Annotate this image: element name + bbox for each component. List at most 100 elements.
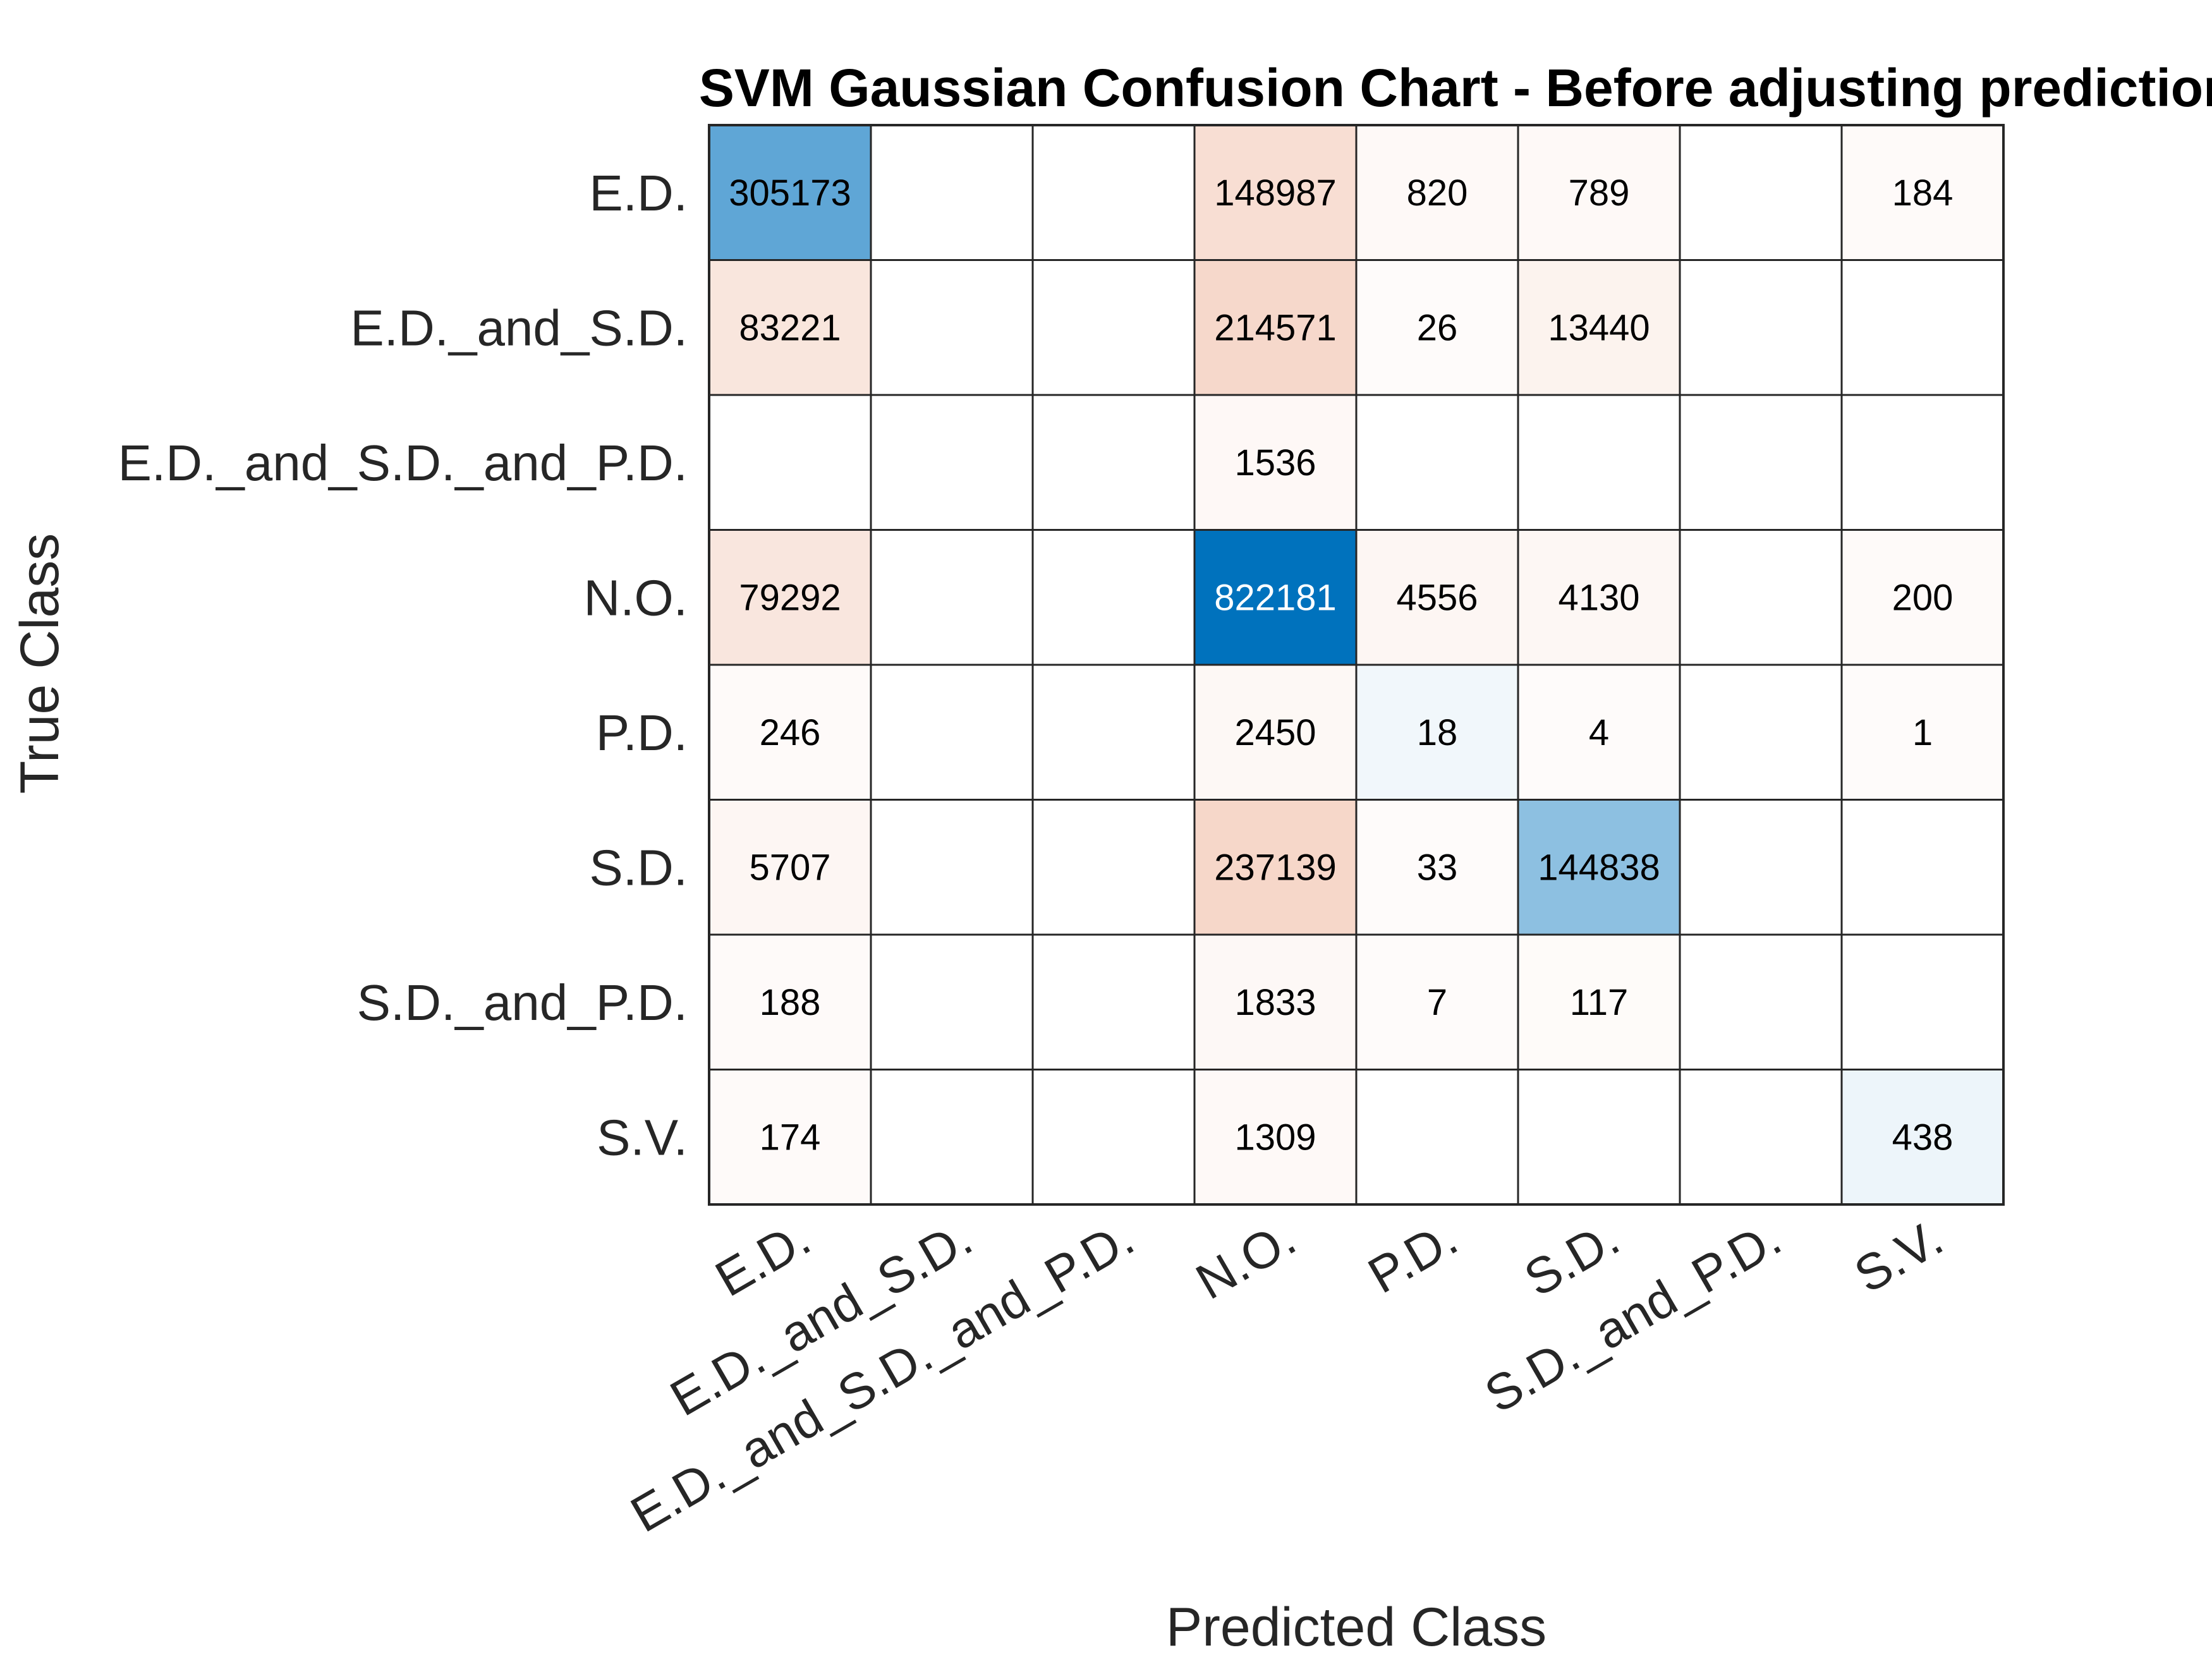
- cell-rect: [708, 259, 872, 396]
- matrix-cell: 438: [1840, 1069, 2005, 1206]
- cell-rect: [870, 1069, 1034, 1206]
- cell-rect: [1031, 394, 1196, 531]
- matrix-cell: [1679, 259, 1843, 396]
- cell-value-label: 33: [1417, 847, 1458, 888]
- chart-title: SVM Gaussian Confusion Chart - Before ad…: [699, 58, 2212, 118]
- cell-value-label: 214571: [1214, 307, 1337, 348]
- cell-rect: [1193, 799, 1358, 936]
- true-class-tick-label: E.D.: [589, 165, 688, 221]
- cell-value-label: 1309: [1234, 1117, 1316, 1158]
- cell-value-label: 5707: [749, 847, 830, 888]
- cell-value-label: 237139: [1214, 847, 1337, 888]
- cell-value-label: 188: [760, 982, 821, 1023]
- matrix-cell: [870, 933, 1034, 1071]
- cell-value-label: 144838: [1538, 847, 1660, 888]
- matrix-cell: [1031, 799, 1196, 936]
- cell-rect: [1840, 1069, 2005, 1206]
- cell-value-label: 4: [1589, 712, 1609, 753]
- cell-rect: [1840, 664, 2005, 801]
- predicted-class-tick-label: S.V.: [1845, 1210, 1952, 1304]
- cell-rect: [870, 124, 1034, 261]
- true-class-tick-label: S.V.: [597, 1109, 688, 1165]
- cell-value-label: 13440: [1548, 307, 1650, 348]
- matrix-cell: 4130: [1517, 529, 1681, 666]
- matrix-cell: 822181: [1193, 529, 1358, 666]
- matrix-cell: [870, 799, 1034, 936]
- cell-rect: [1679, 259, 1843, 396]
- matrix-cell: [1679, 394, 1843, 531]
- matrix-cell: 83221: [708, 259, 872, 396]
- cell-rect: [1517, 529, 1681, 666]
- cell-rect: [1031, 799, 1196, 936]
- true-class-tick-label: E.D._and_S.D._and_P.D.: [118, 435, 688, 491]
- matrix-cell: 4: [1517, 664, 1681, 801]
- predicted-class-tick-label: S.D._and_P.D.: [1476, 1210, 1790, 1424]
- matrix-cell: 144838: [1517, 799, 1681, 936]
- matrix-cell: [870, 529, 1034, 666]
- matrix-cell: [1031, 664, 1196, 801]
- cell-rect: [1840, 124, 2005, 261]
- matrix-cell: [1840, 259, 2005, 396]
- matrix-cell: 184: [1840, 124, 2005, 261]
- cell-rect: [1355, 933, 1519, 1071]
- cell-value-label: 83221: [739, 307, 841, 348]
- matrix-cell: [1031, 394, 1196, 531]
- matrix-cell: 237139: [1193, 799, 1358, 936]
- cell-rect: [708, 933, 872, 1071]
- cell-rect: [1355, 259, 1519, 396]
- cell-rect: [1840, 394, 2005, 531]
- true-class-tick-labels: E.D. E.D._and_S.D. E.D._and_S.D._and_P.D. N…: [118, 165, 688, 1166]
- matrix-cell: 305173: [708, 124, 872, 261]
- matrix-cell: [1031, 1069, 1196, 1206]
- matrix-cell: [1031, 529, 1196, 666]
- cell-rect: [1840, 933, 2005, 1071]
- cell-value-label: 822181: [1214, 577, 1337, 618]
- matrix-cell: [870, 1069, 1034, 1206]
- matrix-cell: 18: [1355, 664, 1519, 801]
- predicted-class-tick-label: S.D.: [1515, 1210, 1628, 1307]
- predicted-class-tick-label: E.D.: [706, 1210, 819, 1307]
- matrix-cell: 1: [1840, 664, 2005, 801]
- cell-rect: [1031, 664, 1196, 801]
- matrix-frame: [708, 124, 2005, 1206]
- matrix-cell: [1355, 394, 1519, 531]
- cell-rect: [1355, 394, 1519, 531]
- matrix-cell: [1517, 1069, 1681, 1206]
- cell-value-label: 79292: [739, 577, 841, 618]
- matrix-cell: [1031, 259, 1196, 396]
- true-class-tick-label: N.O.: [584, 569, 688, 626]
- matrix-cell: 246: [708, 664, 872, 801]
- matrix-cell: [1679, 933, 1843, 1071]
- matrix-cell: 148987: [1193, 124, 1358, 261]
- matrix-cell: 4556: [1355, 529, 1519, 666]
- matrix-cell: [1679, 1069, 1843, 1206]
- cell-rect: [1679, 933, 1843, 1071]
- cell-value-label: 184: [1892, 173, 1954, 214]
- matrix-cell: 2450: [1193, 664, 1358, 801]
- cell-value-label: 117: [1570, 982, 1628, 1023]
- matrix-cell: [1840, 394, 2005, 531]
- cell-value-label: 789: [1569, 173, 1630, 214]
- matrix-cell: [870, 124, 1034, 261]
- cell-value-label: 246: [760, 712, 821, 753]
- true-class-tick-label: S.D.: [589, 839, 688, 895]
- cell-rect: [1517, 664, 1681, 801]
- cell-value-label: 4556: [1396, 577, 1478, 618]
- matrix-cell: [1679, 124, 1843, 261]
- cell-value-label: 1833: [1234, 982, 1316, 1023]
- cell-rect: [1840, 259, 2005, 396]
- matrix-cell: [1679, 664, 1843, 801]
- cell-value-label: 1: [1912, 712, 1933, 753]
- cell-value-label: 18: [1417, 712, 1458, 753]
- matrix-cell: [870, 259, 1034, 396]
- matrix-cell: 26: [1355, 259, 1519, 396]
- cell-rect: [1355, 799, 1519, 936]
- matrix-cell: 33: [1355, 799, 1519, 936]
- matrix-cell: 13440: [1517, 259, 1681, 396]
- cell-rect: [1679, 529, 1843, 666]
- matrix-cell: [1840, 799, 2005, 936]
- cell-rect: [1031, 933, 1196, 1071]
- cell-rect: [1355, 529, 1519, 666]
- cell-rect: [1517, 1069, 1681, 1206]
- cell-rect: [1840, 799, 2005, 936]
